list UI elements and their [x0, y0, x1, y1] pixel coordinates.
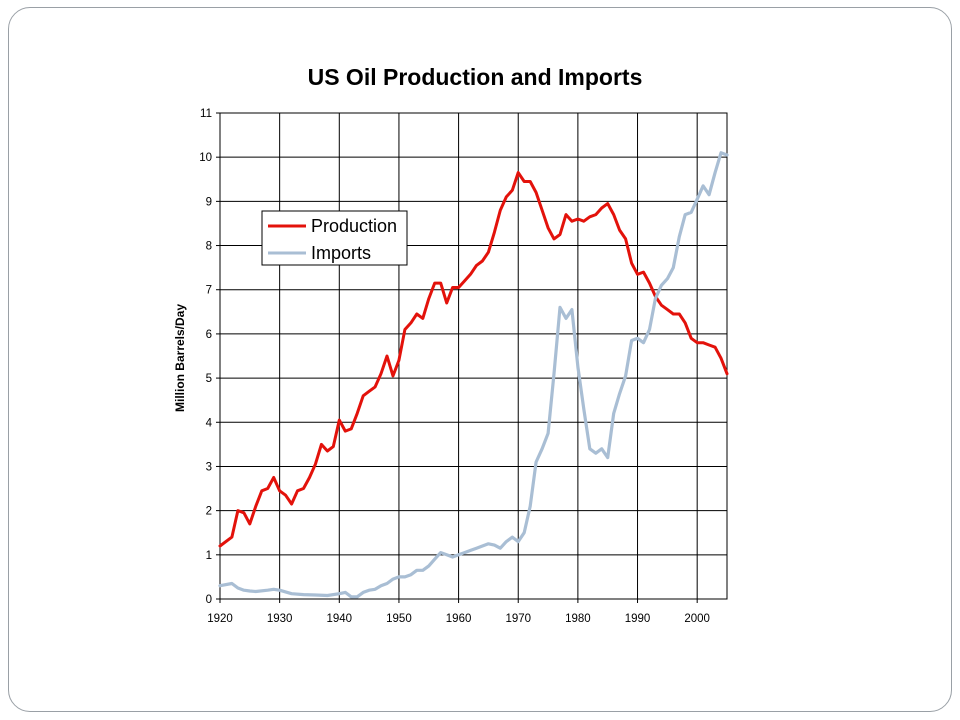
slide-frame — [8, 7, 952, 712]
legend-label-imports: Imports — [311, 243, 371, 263]
y-tick-label: 0 — [206, 594, 212, 606]
y-tick-label: 9 — [206, 196, 212, 208]
x-tick-label: 1930 — [267, 613, 293, 625]
series-lines — [218, 151, 729, 599]
y-tick-label: 8 — [206, 241, 212, 253]
plot-frame — [219, 112, 728, 600]
x-tick-label: 1940 — [326, 613, 352, 625]
chart-title: US Oil Production and Imports — [308, 64, 643, 90]
y-tick-label: 4 — [206, 417, 213, 429]
y-tick-label: 5 — [206, 373, 212, 385]
grid — [219, 112, 727, 600]
x-tick-label: 2000 — [684, 613, 710, 625]
x-tick-label: 1990 — [625, 613, 651, 625]
legend-box — [261, 210, 408, 266]
y-tick-label: 10 — [199, 152, 212, 164]
x-tick-label: 1920 — [207, 613, 233, 625]
x-tick-label: 1970 — [505, 613, 531, 625]
y-tick-label: 1 — [206, 550, 212, 562]
x-tick-label: 1950 — [386, 613, 412, 625]
x-tick-label: 1960 — [446, 613, 472, 625]
y-tick-label: 6 — [206, 329, 212, 341]
legend: Production Imports — [261, 210, 408, 266]
axes: 0 1 2 3 4 5 6 7 8 9 10 11 1920 1930 1940 1950 1960 1970 19… — [199, 108, 728, 625]
series-line-imports — [218, 151, 729, 599]
y-tick-label: 7 — [206, 285, 212, 297]
legend-label-production: Production — [311, 216, 397, 236]
y-axis-label: Million Barrels/Day — [173, 304, 187, 412]
series-line-production — [218, 171, 729, 548]
y-tick-label: 2 — [206, 506, 212, 518]
x-tick-label: 1980 — [565, 613, 591, 625]
y-tick-label: 11 — [200, 108, 212, 120]
y-tick-label: 3 — [206, 461, 212, 473]
